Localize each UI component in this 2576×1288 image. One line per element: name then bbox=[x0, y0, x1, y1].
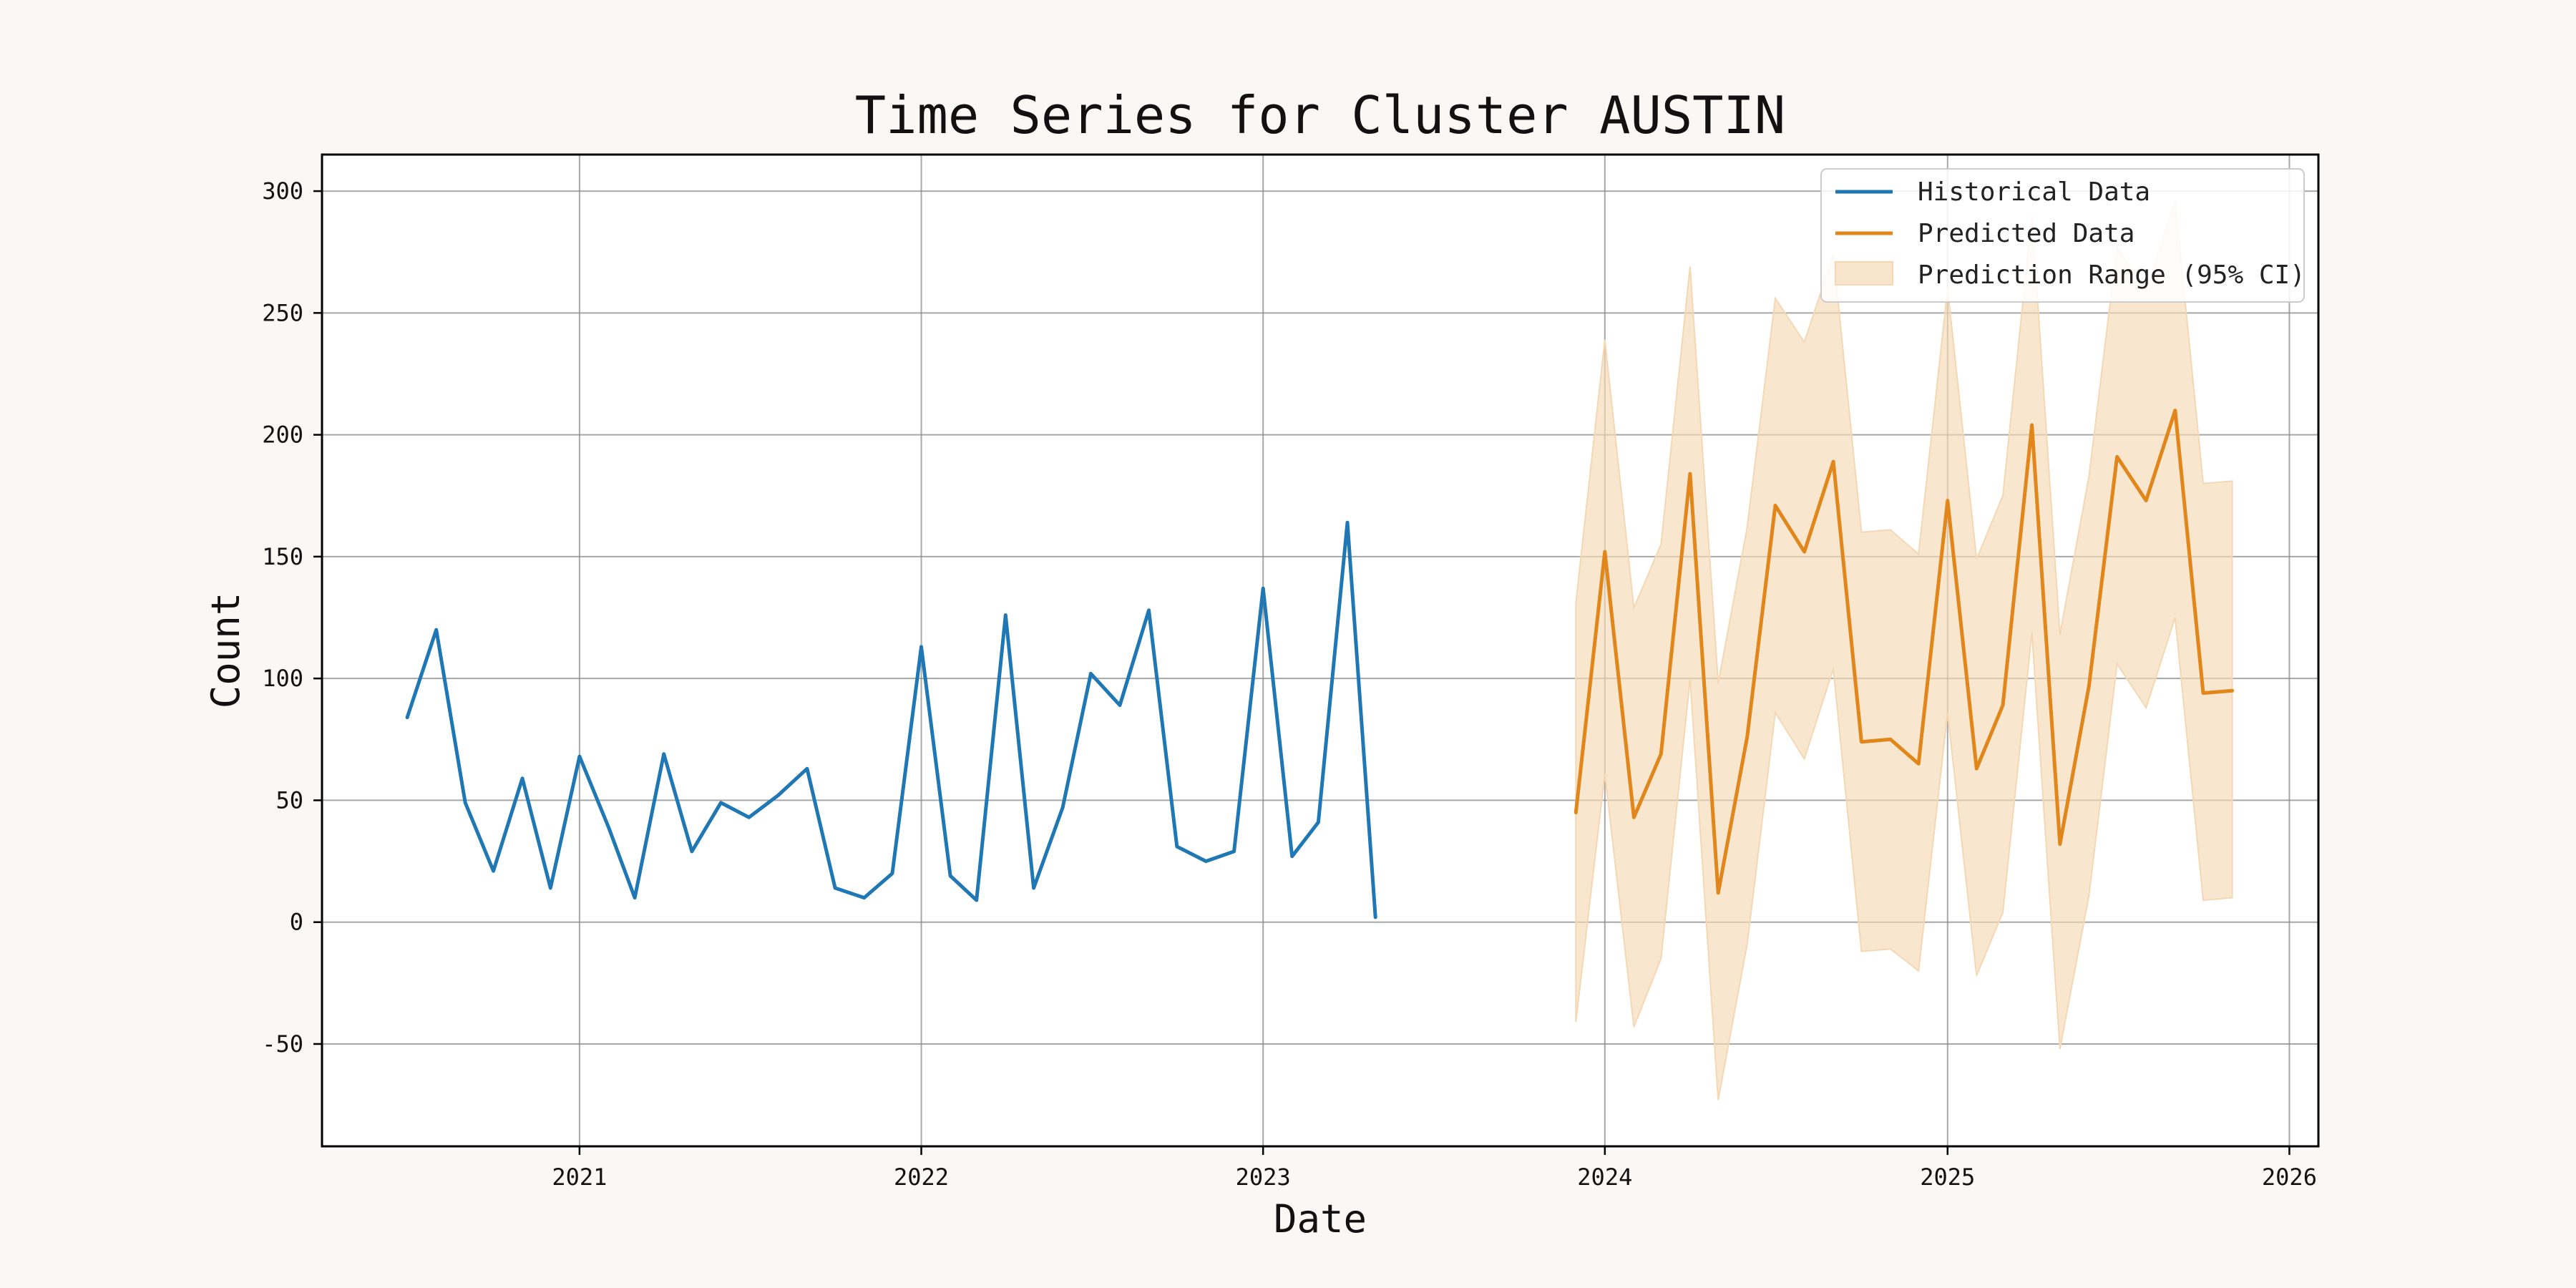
prediction-band bbox=[1575, 200, 2233, 1101]
x-axis-label: Date bbox=[1274, 1196, 1367, 1241]
series-layer bbox=[405, 409, 2235, 919]
y-tick-label: 100 bbox=[262, 665, 303, 692]
chart-title: Time Series for Cluster AUSTIN bbox=[855, 85, 1785, 145]
x-tick-label: 2024 bbox=[1577, 1163, 1632, 1191]
plot-frame bbox=[321, 153, 2320, 1148]
y-tick-label: 250 bbox=[262, 299, 303, 326]
historical-series-line bbox=[405, 520, 1377, 919]
y-tick-label: 50 bbox=[275, 786, 303, 814]
y-tick-label: -50 bbox=[262, 1030, 303, 1058]
y-tick-label: 300 bbox=[262, 177, 303, 205]
predicted-series-line bbox=[1574, 409, 2235, 895]
x-tick-label: 2026 bbox=[2262, 1163, 2317, 1191]
y-tick-label: 0 bbox=[290, 909, 303, 936]
prediction-band-layer bbox=[1575, 200, 2233, 1101]
legend-swatch-band bbox=[1835, 261, 1893, 286]
x-tick-label: 2021 bbox=[552, 1163, 607, 1191]
tick-layer: -50 0 50 100 150 200 250 300 2021 2022 2023 2024 202… bbox=[262, 177, 2317, 1191]
x-tick-label: 2025 bbox=[1920, 1163, 1975, 1191]
x-tick-label: 2023 bbox=[1236, 1163, 1291, 1191]
y-tick-label: 150 bbox=[262, 543, 303, 570]
legend-box bbox=[1820, 168, 2305, 303]
y-axis-label: Count bbox=[203, 592, 248, 709]
legend: Historical Data Predicted Data Predictio… bbox=[1820, 168, 2306, 303]
legend-label-predicted: Predicted Data bbox=[1918, 219, 2135, 248]
legend-label-historical: Historical Data bbox=[1918, 177, 2150, 207]
x-tick-label: 2022 bbox=[894, 1163, 949, 1191]
y-tick-label: 200 bbox=[262, 421, 303, 449]
legend-label-band: Prediction Range (95% CI) bbox=[1918, 260, 2306, 290]
